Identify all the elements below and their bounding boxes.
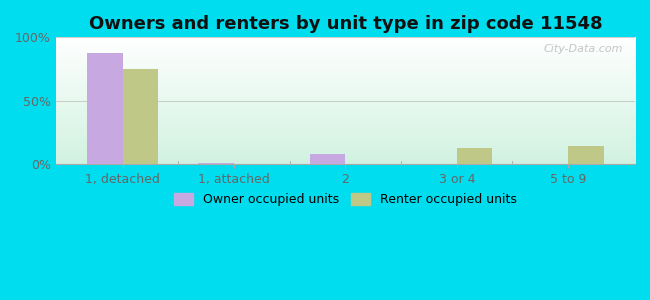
Bar xyxy=(87,52,123,164)
Bar xyxy=(309,154,345,164)
Legend: Owner occupied units, Renter occupied units: Owner occupied units, Renter occupied un… xyxy=(169,188,522,211)
Title: Owners and renters by unit type in zip code 11548: Owners and renters by unit type in zip c… xyxy=(88,15,602,33)
Bar xyxy=(123,69,158,164)
Bar xyxy=(457,148,493,164)
Bar xyxy=(198,163,234,164)
Text: City-Data.com: City-Data.com xyxy=(544,44,623,54)
Bar xyxy=(568,146,604,164)
